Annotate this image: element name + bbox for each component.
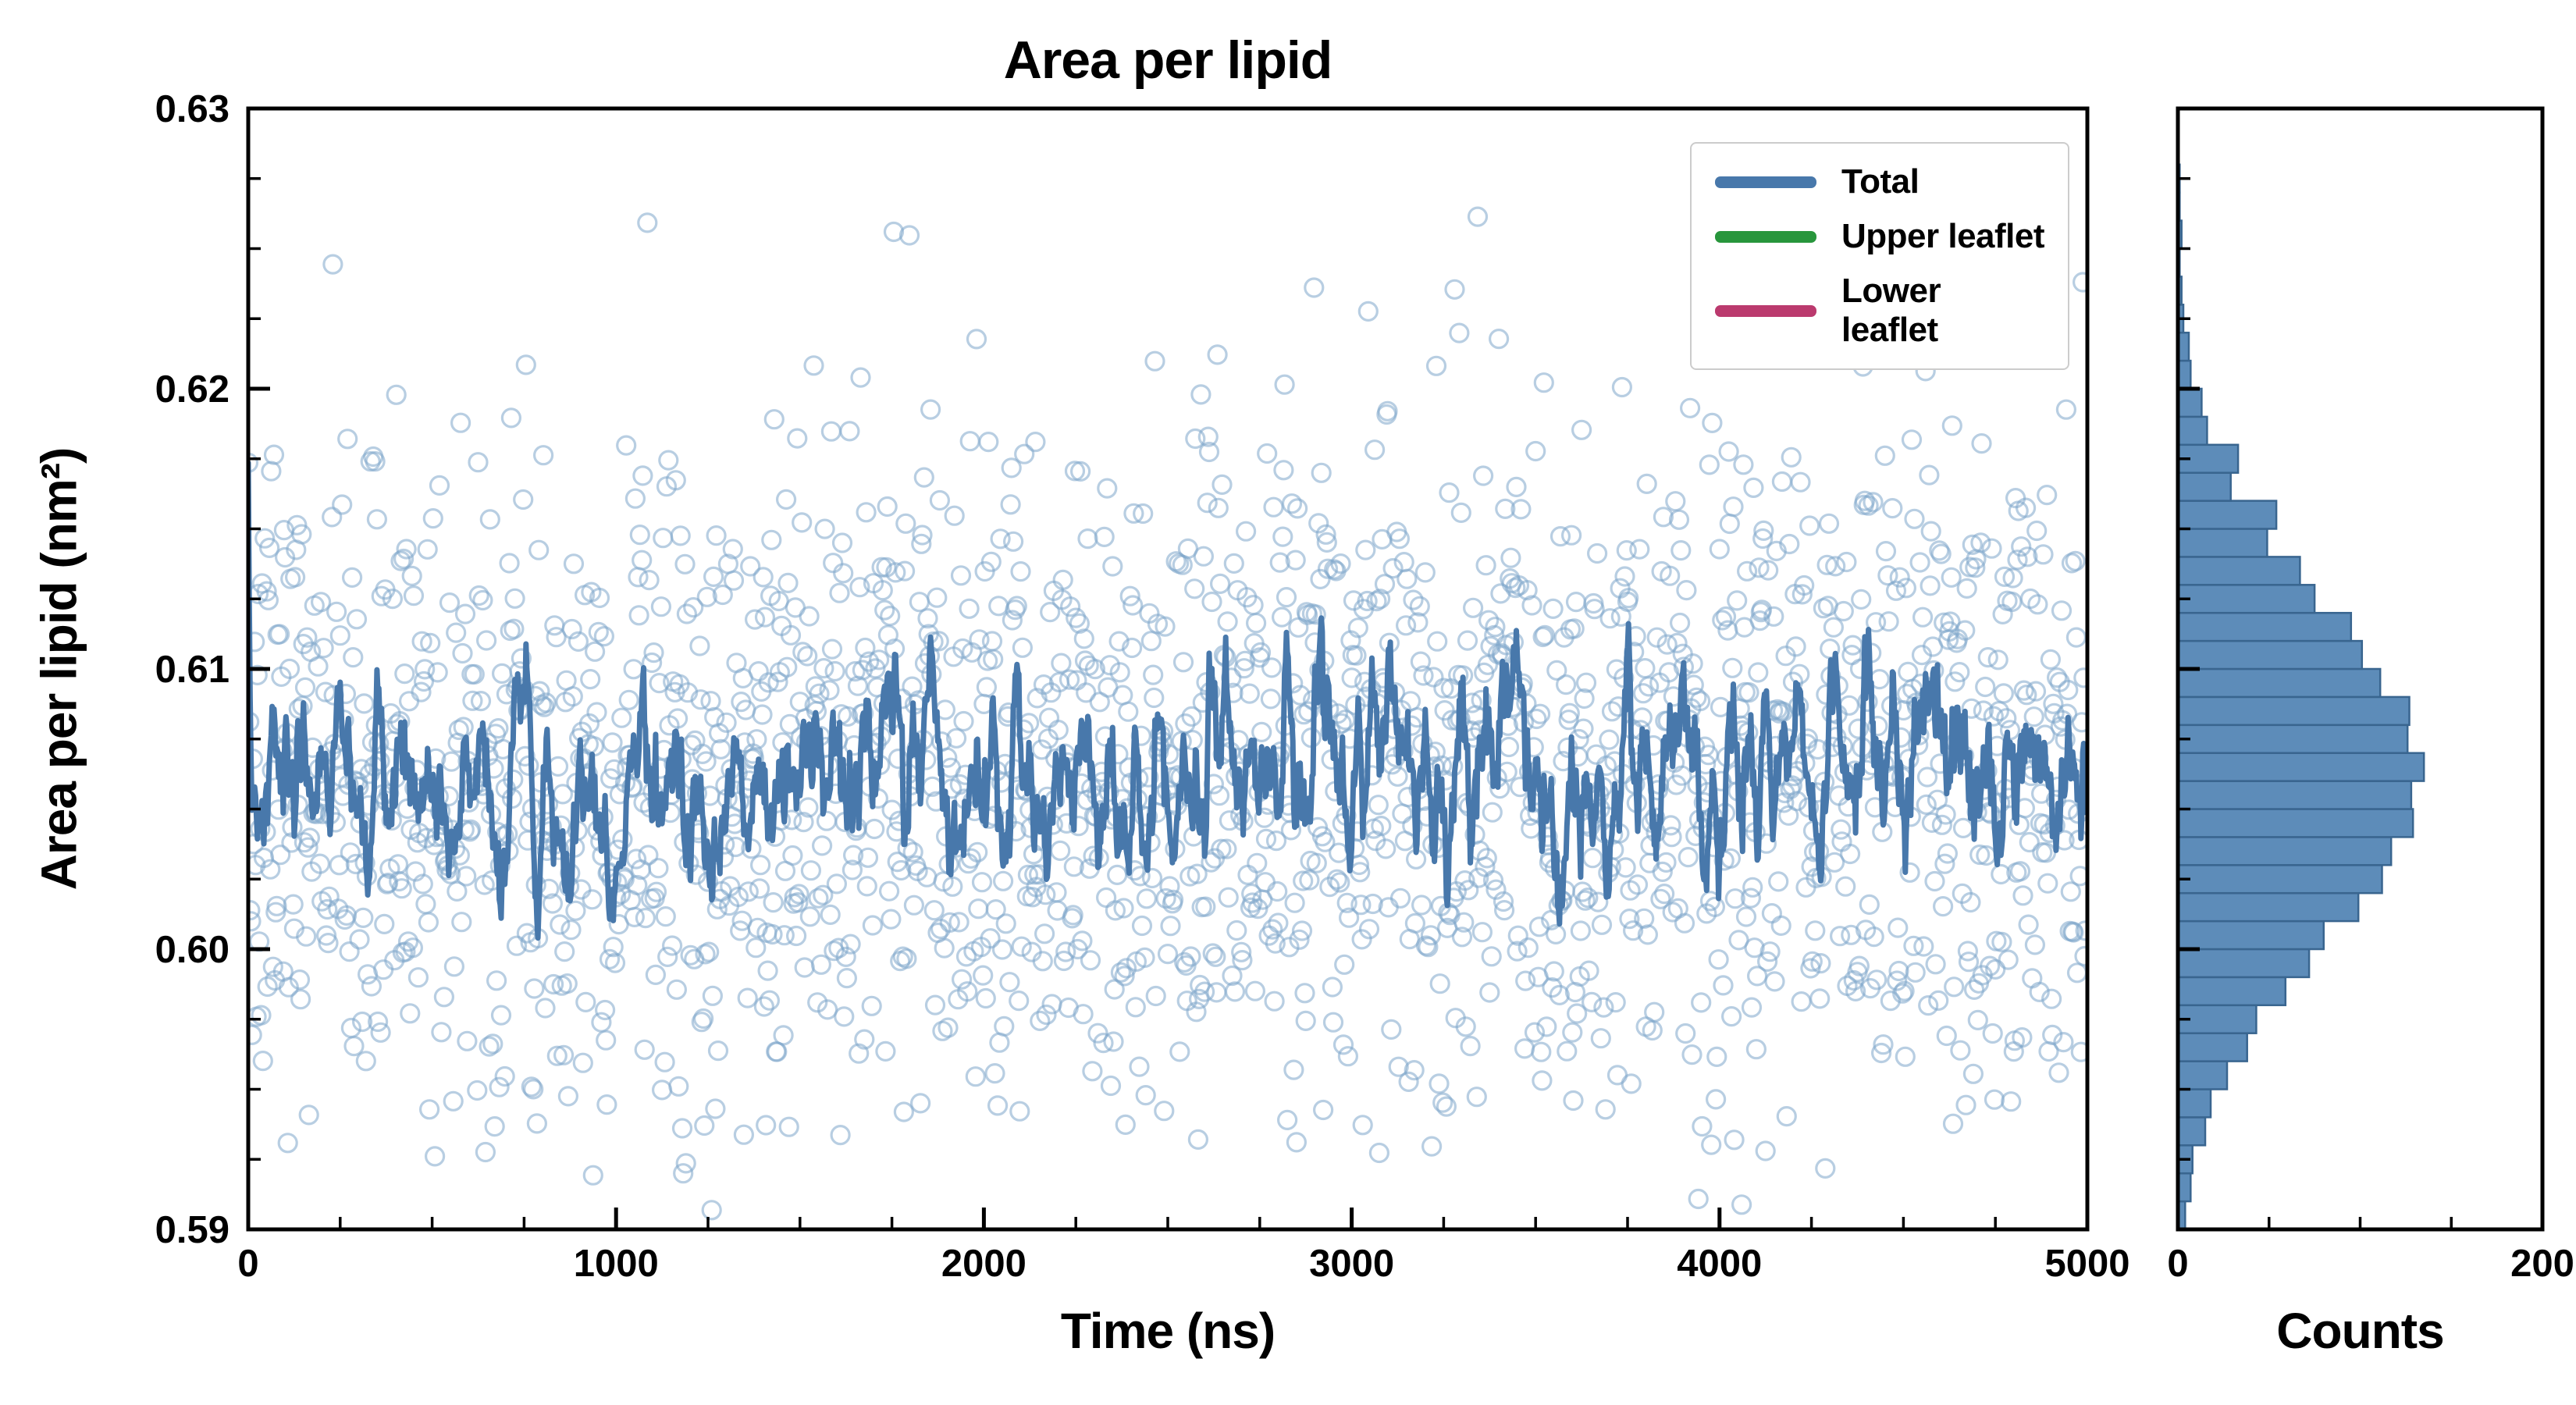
histogram-bar	[2178, 976, 2287, 1007]
total-line-swatch	[1715, 176, 1816, 188]
svg-text:2000: 2000	[941, 1243, 1026, 1285]
svg-text:0: 0	[2167, 1243, 2188, 1285]
legend: Total Upper leaflet Lower leaflet	[1690, 142, 2069, 370]
histogram-bar	[2178, 584, 2316, 614]
histogram-bar	[2178, 891, 2360, 923]
svg-text:0.59: 0.59	[155, 1209, 229, 1251]
histogram-bar	[2178, 752, 2425, 782]
axes: 0 1000 2000 3000 4000 50000.590.600.610.620.6…	[155, 88, 2574, 1285]
svg-text:0: 0	[237, 1243, 258, 1285]
histogram-bar	[2178, 556, 2301, 586]
hist-x-axis-label: Counts	[2276, 1303, 2444, 1359]
y-axis-label-wrap: Area per lipid (nm²)	[0, 108, 117, 1229]
histogram-bar	[2178, 864, 2383, 895]
histogram-bar	[2178, 415, 2208, 446]
legend-row-lower-leaflet: Lower leaflet	[1715, 272, 2044, 350]
histogram-bar	[2178, 1116, 2207, 1147]
histogram-bar	[2178, 500, 2278, 530]
histogram-bar	[2178, 471, 2232, 502]
svg-text:5000: 5000	[2044, 1243, 2129, 1285]
histogram-bar	[2178, 836, 2393, 866]
svg-text:1000: 1000	[574, 1243, 659, 1285]
legend-row-total: Total	[1715, 162, 2044, 201]
legend-row-upper-leaflet: Upper leaflet	[1715, 217, 2045, 256]
histogram-bars	[2178, 163, 2425, 1229]
svg-text:3000: 3000	[1309, 1243, 1394, 1285]
svg-text:0.62: 0.62	[155, 368, 229, 411]
legend-label-lower-leaflet: Lower leaflet	[1841, 272, 1941, 349]
x-axis-label: Time (ns)	[1060, 1303, 1276, 1359]
legend-label-upper-leaflet: Upper leaflet	[1841, 217, 2045, 255]
y-axis-label: Area per lipid (nm²)	[30, 447, 87, 891]
lower-leaflet-line-swatch	[1715, 304, 1816, 317]
histogram-bar	[2178, 919, 2325, 951]
upper-leaflet-line-swatch	[1715, 230, 1816, 243]
total-line	[248, 460, 2087, 941]
legend-label-total: Total	[1841, 162, 1920, 201]
histogram-bar	[2178, 780, 2413, 810]
histogram-bar	[2178, 948, 2311, 979]
histogram-bar	[2178, 808, 2414, 838]
svg-text:4000: 4000	[1677, 1243, 1762, 1285]
chart-title: Area per lipid	[1003, 30, 1333, 90]
svg-text:0.63: 0.63	[155, 88, 229, 130]
histogram-bar	[2178, 695, 2411, 727]
histogram-bar	[2178, 639, 2364, 670]
svg-text:0.60: 0.60	[155, 929, 229, 971]
histogram-bar	[2178, 387, 2203, 418]
svg-text:0.61: 0.61	[155, 649, 229, 691]
histogram-bar	[2178, 724, 2409, 754]
svg-text:200: 200	[2510, 1243, 2574, 1285]
histogram-bar	[2178, 667, 2382, 699]
histogram-bar	[2178, 528, 2268, 558]
histogram-bar	[2178, 611, 2353, 642]
histogram-bar	[2178, 1032, 2248, 1062]
histogram-bar	[2178, 1088, 2212, 1119]
histogram-bar	[2178, 1060, 2229, 1090]
scatter-points	[248, 206, 2087, 1221]
